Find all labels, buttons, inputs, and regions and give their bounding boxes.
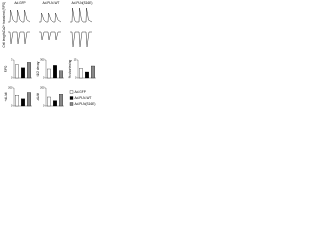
legend-swatch <box>69 102 74 106</box>
y-axis-label: t1/2 decay <box>36 61 40 76</box>
y-tick-label: 0 <box>11 76 13 80</box>
bar <box>47 68 51 79</box>
column-label: Ad.PLN(S16E) <box>72 1 93 5</box>
y-axis-label: +dL/dt <box>4 92 8 101</box>
length-trace <box>8 31 92 48</box>
y-tick-label: 3 <box>11 58 13 62</box>
bar <box>21 98 25 107</box>
bar <box>59 94 63 107</box>
y-axis-label: % shortening <box>68 59 72 78</box>
y-tick-label: 0 <box>11 104 13 108</box>
bar <box>27 62 31 79</box>
bar <box>21 67 25 79</box>
legend-swatch <box>69 96 74 100</box>
y-axis-label: -dL/dt <box>36 93 40 101</box>
legend-label: Ad.PLN(S16E) <box>75 102 96 106</box>
y-axis-label: F/F0 <box>4 66 8 73</box>
column-label: Ad.GFP <box>14 1 25 5</box>
bar <box>79 68 83 79</box>
bar <box>27 92 31 107</box>
bar <box>47 96 51 107</box>
legend-swatch <box>69 90 74 94</box>
bar <box>15 95 19 107</box>
ca-trace <box>8 7 93 23</box>
legend-label: Ad.GFP <box>75 90 86 94</box>
bar <box>53 100 57 107</box>
y-tick-label: 200 <box>8 86 13 90</box>
y-tick-label: 0 <box>43 104 45 108</box>
trace-label: Cell length <box>2 32 6 47</box>
bar <box>59 70 63 79</box>
y-tick-label: 0 <box>43 76 45 80</box>
y-tick-label: 200 <box>40 86 45 90</box>
page: Ad.GFP Ad.PLN-WT Ad.PLN(S16E) Ca2+ trans… <box>0 0 100 113</box>
bar <box>85 71 89 79</box>
y-tick-label: 0 <box>75 76 77 80</box>
figure: Ad.GFP Ad.PLN-WT Ad.PLN(S16E) Ca2+ trans… <box>2 1 96 108</box>
bar <box>15 64 19 79</box>
y-tick-label: 300 <box>40 58 45 62</box>
trace-label: Ca2+ transient (F/F0) <box>2 2 6 32</box>
column-label: Ad.PLN-WT <box>42 1 59 5</box>
legend-label: Ad.PLN-WT <box>75 96 92 100</box>
bar <box>91 65 95 79</box>
y-tick-label: 15 <box>74 58 77 62</box>
bar <box>53 65 57 79</box>
